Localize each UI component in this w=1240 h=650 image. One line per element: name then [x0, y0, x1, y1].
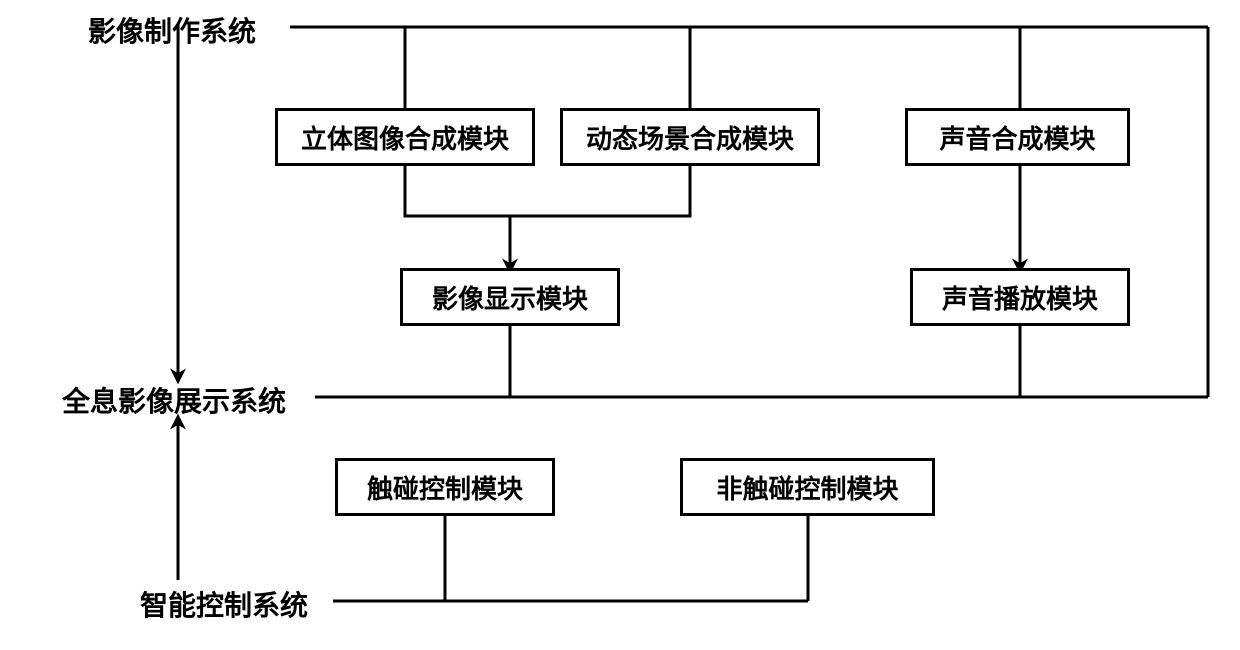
label-text: 全息影像展示系统: [62, 387, 286, 418]
box-sound-playback: 声音播放模块: [910, 268, 1130, 326]
box-text: 触碰控制模块: [367, 469, 523, 506]
box-dynamic-scene-synthesis: 动态场景合成模块: [560, 108, 820, 166]
box-text: 立体图像合成模块: [301, 119, 509, 156]
label-text: 智能控制系统: [140, 591, 308, 622]
box-text: 影像显示模块: [432, 279, 588, 316]
system-diagram: 影像制作系统 全息影像展示系统 智能控制系统 立体图像合成模块 动态场景合成模块…: [0, 0, 1240, 650]
box-text: 声音合成模块: [939, 119, 1095, 156]
box-stereo-image-synthesis: 立体图像合成模块: [275, 108, 535, 166]
box-text: 声音播放模块: [942, 279, 1098, 316]
box-text: 动态场景合成模块: [586, 119, 794, 156]
label-image-production-system: 影像制作系统: [88, 10, 256, 50]
label-holographic-display-system: 全息影像展示系统: [62, 380, 286, 420]
box-image-display: 影像显示模块: [400, 268, 620, 326]
box-touch-control: 触碰控制模块: [335, 458, 555, 516]
box-sound-synthesis: 声音合成模块: [905, 108, 1130, 166]
label-intelligent-control-system: 智能控制系统: [140, 584, 308, 624]
label-text: 影像制作系统: [88, 17, 256, 48]
box-non-touch-control: 非触碰控制模块: [680, 458, 935, 516]
box-text: 非触碰控制模块: [716, 469, 898, 506]
